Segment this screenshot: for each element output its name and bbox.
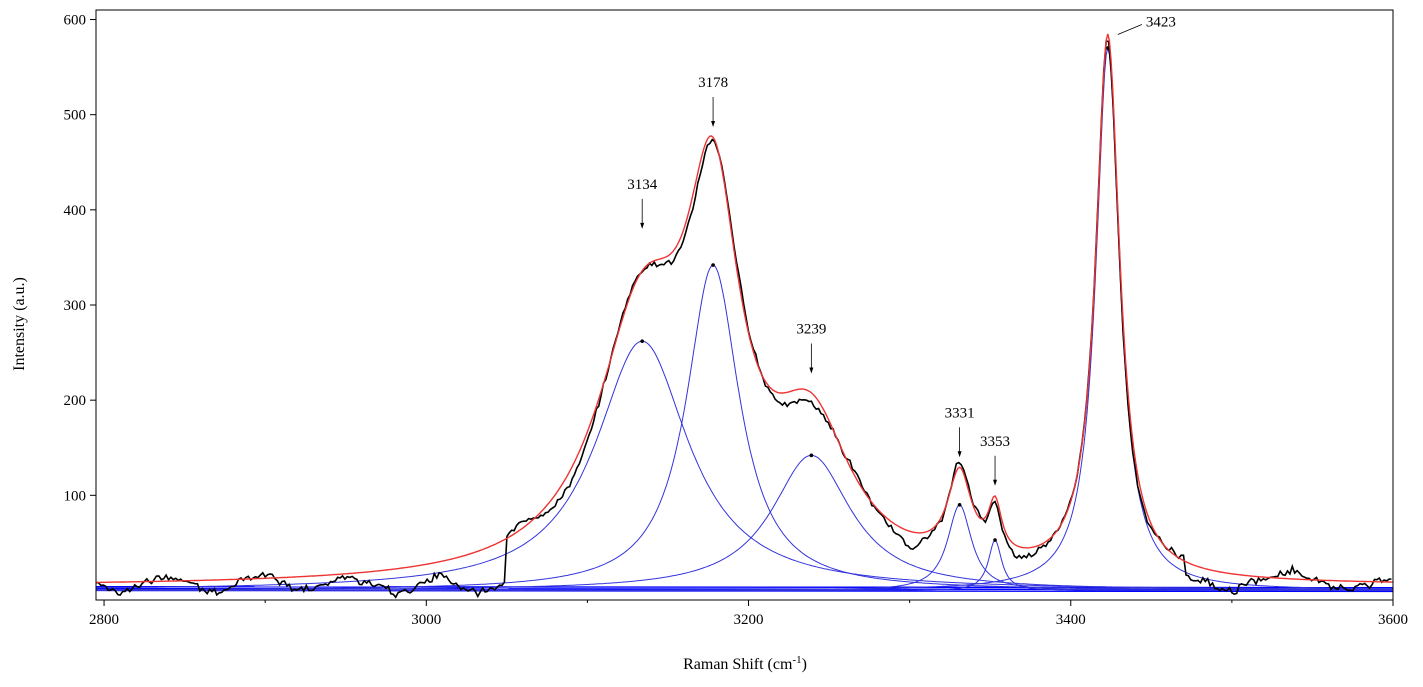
component-peak-marker — [993, 538, 997, 542]
component-peak-marker — [809, 453, 814, 458]
y-tick-label: 300 — [64, 298, 87, 314]
y-tick-label: 400 — [64, 203, 87, 219]
y-tick-label: 100 — [64, 488, 87, 504]
peak-arrowhead — [711, 121, 716, 128]
component-peak-3423 — [96, 47, 1393, 591]
peak-arrowhead — [809, 367, 814, 374]
fit-curve-line — [96, 33, 1393, 584]
x-tick-label: 3200 — [734, 612, 764, 628]
component-peak-marker — [957, 503, 962, 507]
x-tick-label: 3600 — [1378, 612, 1408, 628]
y-tick-label: 600 — [64, 13, 87, 29]
component-peak-3353 — [96, 539, 1393, 591]
x-axis-title: Raman Shift (cm-1) — [683, 654, 807, 673]
x-tick-label: 3400 — [1056, 612, 1086, 628]
component-peak-marker — [640, 339, 644, 343]
axes: 2800 3000 3200 3400 3600 100 200 300 400 500 600 — [64, 9, 1408, 628]
component-peak-3239 — [96, 454, 1393, 591]
peak-label-3423: 3423 — [1146, 15, 1176, 31]
y-tick-label: 500 — [64, 108, 87, 124]
peak-arrow — [1117, 24, 1142, 35]
peak-label-3134: 3134 — [627, 177, 658, 193]
peak-label-3353: 3353 — [980, 434, 1010, 450]
plot-area — [95, 33, 1394, 599]
y-axis-title: Intensity (a.u.) — [11, 277, 28, 371]
component-peak-marker — [711, 263, 715, 267]
peak-label-3178: 3178 — [698, 75, 728, 91]
x-tick-label: 3000 — [411, 612, 441, 628]
peak-arrowhead — [957, 451, 962, 458]
measured-spectrum-line — [95, 40, 1392, 599]
component-peak-3178 — [96, 264, 1393, 591]
peak-arrowhead — [640, 222, 645, 229]
peak-label-3239: 3239 — [796, 322, 826, 338]
x-tick-label: 2800 — [89, 612, 119, 628]
peak-label-3331: 3331 — [945, 405, 975, 421]
y-tick-label: 200 — [64, 393, 87, 409]
peak-arrowhead — [993, 479, 998, 486]
peak-annotations: 3134 3178 3239 3331 3353 3423 — [627, 15, 1176, 486]
component-peak-3134 — [95, 340, 1393, 590]
